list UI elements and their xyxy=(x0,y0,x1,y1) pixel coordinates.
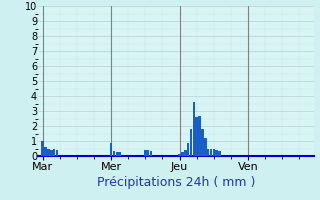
Bar xyxy=(47,148,50,156)
Bar xyxy=(113,151,115,156)
Bar xyxy=(218,151,221,156)
Bar xyxy=(215,150,218,156)
Bar xyxy=(56,150,58,156)
Bar xyxy=(50,150,52,156)
Bar xyxy=(190,129,192,156)
Bar xyxy=(212,149,215,156)
Bar xyxy=(110,142,112,156)
Bar xyxy=(207,148,209,156)
Bar xyxy=(184,150,187,156)
Bar xyxy=(116,152,118,156)
Bar xyxy=(41,141,44,156)
Bar xyxy=(204,138,206,156)
Bar xyxy=(196,117,198,156)
Bar xyxy=(118,152,121,156)
Bar xyxy=(178,154,181,156)
Bar xyxy=(144,150,147,156)
Bar xyxy=(150,151,152,156)
Bar xyxy=(210,148,212,156)
Bar xyxy=(198,116,201,156)
Bar xyxy=(181,152,184,156)
Bar xyxy=(44,147,47,156)
Bar xyxy=(193,102,195,156)
Bar xyxy=(201,129,204,156)
X-axis label: Précipitations 24h ( mm ): Précipitations 24h ( mm ) xyxy=(97,176,255,189)
Bar xyxy=(147,150,149,156)
Bar xyxy=(187,142,189,156)
Bar xyxy=(53,148,55,156)
